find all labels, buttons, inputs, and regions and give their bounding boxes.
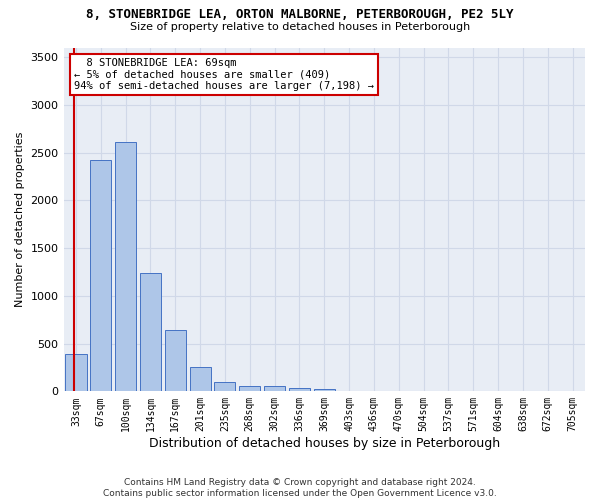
Bar (165, 330, 186, 392)
Bar (90, 160, 112, 392)
Text: Contains HM Land Registry data © Crown copyright and database right 2024.
Contai: Contains HM Land Registry data © Crown c… (103, 478, 497, 498)
Bar (214, 382, 235, 392)
Bar (65, 354, 86, 392)
Bar (115, 142, 136, 392)
Text: 8, STONEBRIDGE LEA, ORTON MALBORNE, PETERBOROUGH, PE2 5LY: 8, STONEBRIDGE LEA, ORTON MALBORNE, PETE… (86, 8, 514, 20)
Text: 8 STONEBRIDGE LEA: 69sqm
← 5% of detached houses are smaller (409)
94% of semi-d: 8 STONEBRIDGE LEA: 69sqm ← 5% of detache… (74, 58, 374, 91)
Bar (289, 388, 310, 392)
Bar (190, 366, 211, 392)
Y-axis label: Number of detached properties: Number of detached properties (15, 132, 25, 307)
Bar (264, 386, 285, 392)
X-axis label: Distribution of detached houses by size in Peterborough: Distribution of detached houses by size … (149, 437, 500, 450)
Bar (239, 386, 260, 392)
Bar (140, 273, 161, 392)
Text: Size of property relative to detached houses in Peterborough: Size of property relative to detached ho… (130, 22, 470, 32)
Bar (314, 388, 335, 392)
